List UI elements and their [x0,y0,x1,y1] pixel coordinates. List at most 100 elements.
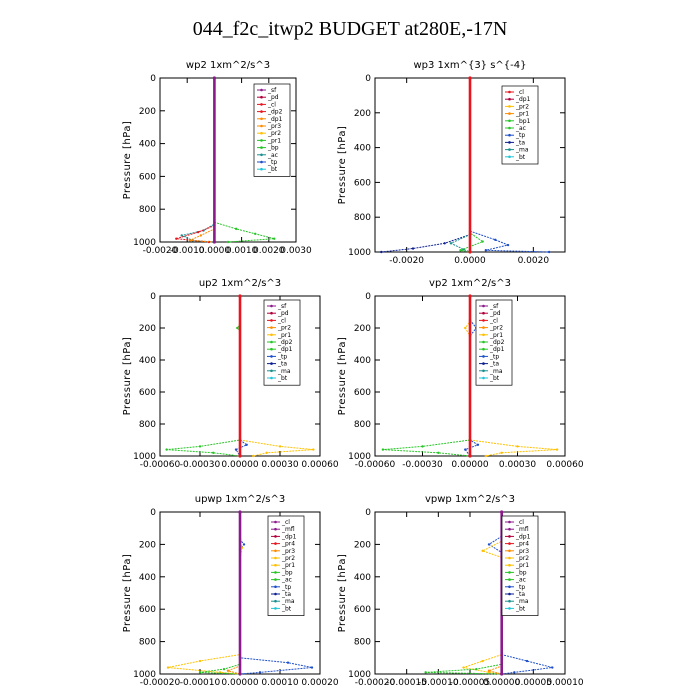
y-tick-label: 0 [150,74,156,84]
y-tick-label: 1000 [348,670,371,680]
legend-marker [482,340,485,344]
x-tick-label: -0.00060 [355,460,396,470]
y-tick-label: 400 [354,144,371,154]
legend-marker [274,535,277,538]
y-tick-label: 200 [354,109,371,119]
series-point [424,671,427,674]
legend-marker [482,376,485,380]
page-title: 044_f2c_itwp2 BUDGET at280E,-17N [192,18,508,40]
series-line [449,78,471,253]
legend-marker [508,585,511,589]
y-tick-label: 600 [354,388,371,398]
legend-marker [274,549,277,553]
legend-entry: _dp1 [515,96,531,103]
x-tick-label: 0.00020 [301,678,338,688]
legend-entry: _pr2 [489,325,503,332]
series-line [487,512,503,675]
series-point [226,240,230,244]
y-tick-label: 600 [354,178,371,188]
legend-entry: _bp1 [515,118,531,125]
series-point [411,247,415,250]
y-axis-label: Pressure [hPa] [122,121,133,200]
legend-marker [508,542,511,545]
legend-entry: _cl [267,101,276,108]
series-point [468,454,472,458]
series-point [212,240,216,244]
y-tick-label: 400 [354,573,371,583]
x-tick-label: 0.00000 [221,460,258,470]
legend-marker [274,578,277,581]
y-tick-label: 0 [365,292,371,302]
chart-title: upwp 1xm^2/s^3 [195,494,285,505]
series-point [199,234,202,237]
y-axis-label: Pressure [hPa] [337,337,348,416]
legend-marker [482,319,485,322]
legend-marker [508,112,511,115]
chart-5: upwp 1xm^2/s^3 Pressure [hPa] 0 200 400 600 80… [122,494,339,688]
legend-box [253,83,291,177]
y-tick-label: 200 [139,540,156,550]
legend-marker [508,155,511,159]
legend-entry: _pr2 [281,555,295,562]
x-tick-label: -0.00060 [140,460,181,470]
legend-marker [270,340,273,344]
legend-entry: _pr1 [489,332,503,339]
legend-marker [260,124,263,128]
y-tick-label: 800 [354,638,371,648]
y-axis-label: Pressure [hPa] [337,126,348,205]
series-point [500,510,504,514]
series-point [481,240,484,243]
y-tick-label: 0 [365,74,371,84]
legend-entry: _bt [489,375,500,382]
legend-entry: _ta [515,591,525,598]
series-point [188,239,192,242]
x-tick-label: 0.00010 [546,678,583,688]
legend-entry: _ta [515,139,525,146]
series-point [236,326,239,330]
legend-marker [508,148,511,151]
series-line [199,512,241,675]
legend-marker [270,369,273,373]
legend-entry: _ma [489,368,503,375]
chart-2: wp3 1xm^{3} s^{-4} Pressure [hPa] 0 200 400 6… [337,60,566,266]
legend-marker [260,103,263,106]
series-point [254,232,257,235]
x-tick-label: 0.0000 [454,256,486,266]
series-point [238,454,242,458]
x-tick-label: 0.00000 [451,460,488,470]
series-line [458,78,484,253]
legend-entry: _dp2 [489,339,505,346]
series-point [516,445,519,448]
legend-marker [260,167,263,171]
legend-marker [260,117,263,121]
legend-entry: _ta [489,361,499,368]
y-tick-label: 800 [139,420,156,430]
series-point [175,237,178,240]
y-tick-label: 400 [354,356,371,366]
legend-entry: _cl [515,89,524,96]
legend-marker [508,97,511,101]
series-point [481,549,484,553]
legend-marker [260,146,263,149]
legend-marker [270,347,273,351]
series-point [252,454,255,458]
series-line [226,512,241,675]
series-point [484,454,488,458]
legend-entry: _tp [281,584,291,591]
legend-marker [482,304,485,308]
legend-marker [260,95,263,99]
series-point [464,448,467,451]
series-point [500,451,503,454]
x-tick-label: 0.0010 [226,246,258,256]
legend-box [501,515,539,616]
x-tick-label: -0.00020 [355,678,396,688]
series-point [165,448,168,451]
legend-marker [508,141,511,144]
series-line [180,78,215,243]
x-tick-label: 0.00030 [499,460,536,470]
x-tick-label: 0.0020 [518,256,550,266]
series-line [425,512,503,675]
series-point [476,443,480,446]
legend-entry: _cl [277,317,286,324]
